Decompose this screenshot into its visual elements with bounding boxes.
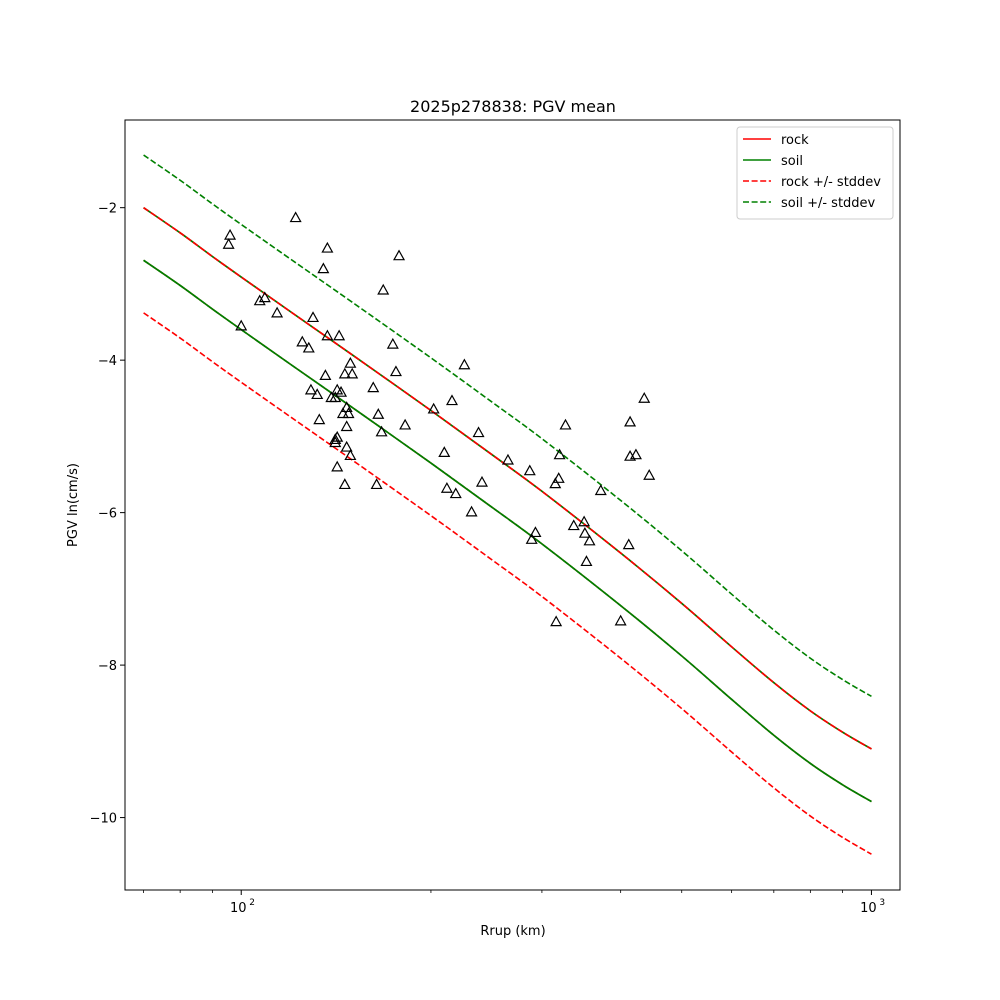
observation-point (331, 383, 344, 395)
observation-point (289, 211, 302, 223)
observation-point (224, 228, 237, 240)
x-axis-label: Rrup (km) (480, 924, 545, 939)
observation-point (559, 418, 572, 430)
observation-point (329, 391, 342, 403)
observation-point (389, 365, 402, 377)
legend: rock soil rock +/- stddev soil +/- stddev (736, 126, 894, 220)
chart-title: 2025p278838: PGV mean (410, 97, 616, 116)
observation-point (523, 464, 536, 476)
y-tick-label: −2 (98, 202, 117, 217)
observation-point (552, 472, 565, 483)
observation-point (638, 392, 651, 403)
observation-point (440, 481, 453, 493)
observation-point (253, 294, 266, 306)
observation-point (333, 329, 346, 341)
y-tick-label: −10 (90, 812, 117, 827)
series-line-4-rock-stddev (143, 207, 872, 750)
observation-point (372, 408, 385, 419)
observation-point (258, 291, 271, 303)
observation-point (377, 283, 390, 295)
observation-point (445, 394, 459, 406)
series-line-0-rock (143, 207, 872, 750)
observation-point (329, 436, 342, 448)
observation-point (465, 505, 478, 517)
x-tick-exponent: 3 (879, 898, 885, 908)
observation-point (346, 367, 359, 379)
x-tick-label: 10 (860, 901, 877, 916)
observation-point (331, 460, 344, 472)
observation-point (594, 484, 607, 496)
observation-point (370, 478, 383, 490)
observation-point (302, 341, 315, 353)
observation-point (614, 614, 627, 626)
legend-box (736, 126, 894, 220)
observation-point (338, 478, 351, 490)
plot-frame (124, 119, 901, 891)
observation-point (438, 446, 451, 457)
observation-point (222, 238, 235, 249)
series-line-6-soil-stddev (143, 154, 872, 698)
y-axis-label: PGV ln(cm/s) (66, 463, 81, 547)
observation-point (344, 449, 357, 461)
observation-point (553, 448, 566, 460)
legend-label: rock +/- stddev (781, 175, 881, 190)
observation-point (399, 418, 412, 430)
series-line-2-rock (143, 259, 872, 803)
observation-point (580, 555, 593, 567)
observation-point (525, 533, 538, 544)
series-line-3-soil (143, 259, 872, 803)
observation-point (317, 262, 330, 274)
observation-point (472, 426, 485, 438)
legend-label: soil (781, 154, 803, 169)
observation-point (235, 319, 248, 331)
observation-point (529, 526, 542, 538)
y-tick-label: −8 (98, 659, 117, 674)
observation-point (311, 388, 324, 400)
series-line-7-soil-stddev (143, 259, 872, 803)
observation-point (386, 337, 399, 349)
y-tick-label: −4 (98, 354, 117, 369)
observation-point (335, 385, 348, 397)
observation-point (578, 515, 591, 527)
observation-point (501, 453, 514, 465)
observation-point (296, 335, 309, 347)
observation-point (375, 425, 388, 437)
observation-point (344, 356, 357, 368)
x-tick-exponent: 2 (249, 898, 255, 908)
observation-point (271, 306, 284, 318)
observation-point (304, 383, 317, 395)
observation-point (449, 487, 462, 499)
observation-point (624, 415, 637, 427)
y-tick-label: −6 (98, 507, 117, 522)
observation-point (340, 440, 353, 452)
observation-point (550, 615, 563, 627)
observation-point (367, 381, 380, 393)
observation-point (321, 329, 334, 341)
observation-point (549, 477, 562, 489)
observation-point (578, 526, 591, 538)
observation-point (393, 249, 406, 261)
series-line-1-soil (143, 207, 872, 750)
observation-point (567, 519, 580, 531)
observation-point (307, 311, 320, 323)
legend-label: soil +/- stddev (781, 196, 876, 211)
observation-point (338, 367, 351, 379)
observation-point (643, 469, 656, 480)
observation-point (427, 402, 440, 414)
observation-point (321, 241, 334, 253)
observation-point (313, 413, 326, 425)
observation-point (629, 448, 642, 460)
legend-label: rock (781, 133, 809, 148)
x-tick-label: 10 (230, 901, 247, 916)
series-line-5-rock-stddev (143, 312, 872, 855)
observation-point (583, 534, 596, 546)
observation-point (622, 538, 635, 550)
observation-point (475, 475, 488, 487)
observation-point (458, 358, 471, 370)
observation-point (319, 369, 332, 380)
observation-point (342, 407, 355, 419)
observation-point (340, 420, 353, 432)
